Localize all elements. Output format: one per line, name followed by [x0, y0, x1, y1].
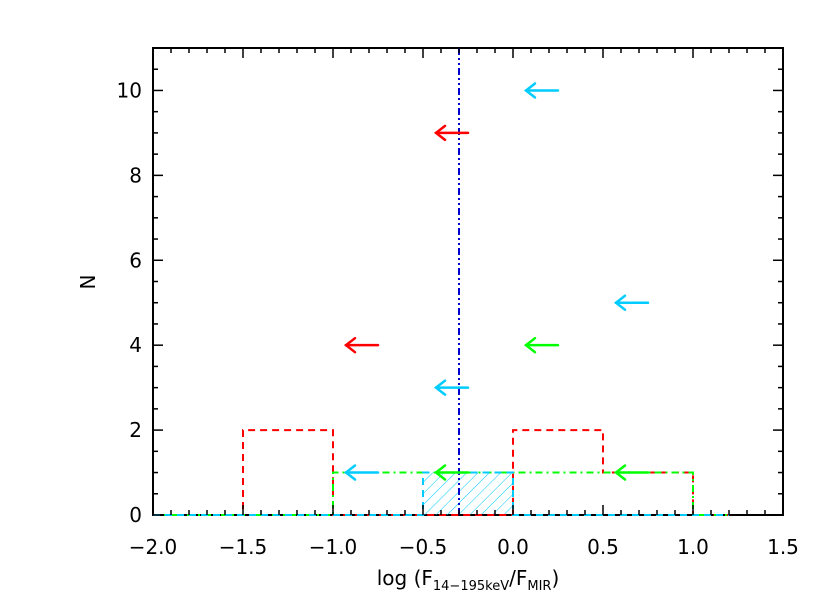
x-axis-title-sub-1: 14−195keV [433, 579, 509, 594]
x-tick-label: −1.5 [219, 535, 268, 559]
arrows-layer [343, 82, 650, 481]
upper-limit-arrow-3 [343, 336, 380, 354]
arrow-head-8 [613, 464, 627, 481]
y-tick-label: 6 [129, 248, 142, 272]
x-tick-label: 1.5 [767, 535, 799, 559]
y-tick-label: 8 [129, 163, 142, 187]
hatch-layer [423, 472, 513, 515]
upper-limit-arrow-8 [613, 464, 650, 481]
x-tick-label: 0.0 [497, 535, 529, 559]
x-tick-label: −1.0 [309, 535, 358, 559]
x-axis-title-suffix: ) [551, 566, 559, 590]
x-axis-title-prefix: log (F [377, 566, 433, 590]
x-tick-labels: −2.0 −1.5 −1.0 −0.5 0.0 0.5 1.0 1.5 [129, 535, 799, 559]
arrow-head-4 [523, 336, 537, 354]
upper-limit-arrow-6 [343, 464, 380, 481]
upper-limit-arrow-5 [433, 379, 470, 396]
x-axis-title-divider: /F [509, 566, 527, 590]
upper-limit-arrow-0 [523, 82, 560, 99]
arrow-head-1 [433, 124, 447, 142]
arrow-head-0 [523, 82, 537, 99]
y-tick-label: 10 [117, 78, 142, 102]
upper-limit-arrow-1 [433, 124, 470, 142]
x-tick-label: 1.0 [677, 535, 709, 559]
x-tick-label: −0.5 [399, 535, 448, 559]
hatched-bar-1 [423, 472, 513, 515]
y-tick-label: 2 [129, 418, 142, 442]
upper-limit-arrow-4 [523, 336, 560, 354]
y-tick-label: 0 [129, 503, 142, 527]
y-tick-label: 4 [129, 333, 142, 357]
arrow-head-7 [433, 464, 447, 481]
y-axis-title: N [76, 275, 100, 290]
arrow-head-6 [343, 464, 357, 481]
x-tick-label: 0.5 [587, 535, 619, 559]
x-tick-label: −2.0 [129, 535, 178, 559]
arrow-head-2 [613, 294, 627, 311]
ticks-layer [152, 47, 784, 516]
arrow-head-3 [343, 336, 357, 354]
plot-frame [152, 47, 784, 516]
x-axis-title: log (F14−195keV/FMIR) [377, 566, 560, 594]
arrow-head-5 [433, 379, 447, 396]
upper-limit-arrow-7 [433, 464, 470, 481]
x-axis-title-sub-2: MIR [527, 579, 551, 594]
upper-limit-arrow-2 [613, 294, 650, 311]
y-tick-labels: 0 2 4 6 8 10 [117, 78, 142, 527]
